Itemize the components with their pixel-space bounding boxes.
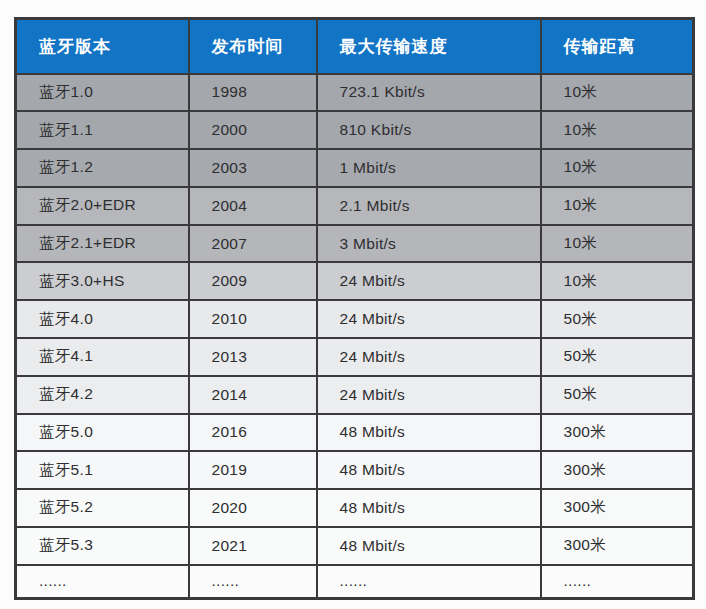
cell-version: 蓝牙4.1 [16, 338, 189, 376]
cell-distance: 50米 [541, 338, 694, 376]
table-row: 蓝牙4.0 2010 24 Mbit/s 50米 [16, 300, 694, 338]
cell-release-year: 2014 [189, 376, 317, 414]
cell-max-speed: 24 Mbit/s [317, 338, 541, 376]
cell-release-year: ...... [189, 565, 317, 599]
cell-release-year: 2013 [189, 338, 317, 376]
cell-max-speed: 48 Mbit/s [317, 489, 541, 527]
cell-version: 蓝牙5.3 [16, 527, 189, 565]
cell-release-year: 1998 [189, 74, 317, 112]
cell-distance: 300米 [541, 451, 694, 489]
table-row: 蓝牙2.0+EDR 2004 2.1 Mbit/s 10米 [16, 187, 694, 225]
cell-version: 蓝牙4.0 [16, 300, 189, 338]
cell-version: 蓝牙3.0+HS [16, 262, 189, 300]
cell-distance: 10米 [541, 111, 694, 149]
table-row: 蓝牙5.0 2016 48 Mbit/s 300米 [16, 414, 694, 452]
table-row: 蓝牙5.1 2019 48 Mbit/s 300米 [16, 451, 694, 489]
table-row: 蓝牙5.3 2021 48 Mbit/s 300米 [16, 527, 694, 565]
cell-distance: 50米 [541, 300, 694, 338]
table-row: 蓝牙1.0 1998 723.1 Kbit/s 10米 [16, 74, 694, 112]
cell-version: 蓝牙1.0 [16, 74, 189, 112]
table-body: 蓝牙1.0 1998 723.1 Kbit/s 10米 蓝牙1.1 2000 8… [16, 74, 694, 599]
cell-release-year: 2009 [189, 262, 317, 300]
table-row: 蓝牙4.2 2014 24 Mbit/s 50米 [16, 376, 694, 414]
page-background: 蓝牙版本 发布时间 最大传输速度 传输距离 蓝牙1.0 1998 723.1 K… [0, 0, 706, 609]
cell-distance: 50米 [541, 376, 694, 414]
cell-max-speed: 24 Mbit/s [317, 300, 541, 338]
cell-max-speed: 3 Mbit/s [317, 225, 541, 263]
cell-distance: 300米 [541, 414, 694, 452]
table-row: 蓝牙5.2 2020 48 Mbit/s 300米 [16, 489, 694, 527]
cell-max-speed: 810 Kbit/s [317, 111, 541, 149]
cell-max-speed: 48 Mbit/s [317, 414, 541, 452]
cell-distance: 10米 [541, 149, 694, 187]
cell-release-year: 2016 [189, 414, 317, 452]
cell-release-year: 2019 [189, 451, 317, 489]
column-header-version: 蓝牙版本 [16, 19, 189, 74]
table-row: 蓝牙3.0+HS 2009 24 Mbit/s 10米 [16, 262, 694, 300]
cell-release-year: 2020 [189, 489, 317, 527]
cell-max-speed: 48 Mbit/s [317, 451, 541, 489]
cell-distance: ...... [541, 565, 694, 599]
cell-max-speed: 2.1 Mbit/s [317, 187, 541, 225]
cell-version: 蓝牙5.2 [16, 489, 189, 527]
cell-version: 蓝牙2.0+EDR [16, 187, 189, 225]
column-header-max-speed: 最大传输速度 [317, 19, 541, 74]
table-row: ...... ...... ...... ...... [16, 565, 694, 599]
cell-max-speed: 24 Mbit/s [317, 376, 541, 414]
cell-distance: 10米 [541, 187, 694, 225]
column-header-release-date: 发布时间 [189, 19, 317, 74]
cell-max-speed: 1 Mbit/s [317, 149, 541, 187]
cell-release-year: 2010 [189, 300, 317, 338]
column-header-distance: 传输距离 [541, 19, 694, 74]
cell-distance: 10米 [541, 262, 694, 300]
table-row: 蓝牙1.1 2000 810 Kbit/s 10米 [16, 111, 694, 149]
cell-release-year: 2000 [189, 111, 317, 149]
cell-version: 蓝牙5.0 [16, 414, 189, 452]
cell-version: ...... [16, 565, 189, 599]
cell-distance: 300米 [541, 527, 694, 565]
cell-version: 蓝牙1.2 [16, 149, 189, 187]
cell-version: 蓝牙5.1 [16, 451, 189, 489]
cell-distance: 300米 [541, 489, 694, 527]
cell-max-speed: 24 Mbit/s [317, 262, 541, 300]
cell-release-year: 2004 [189, 187, 317, 225]
cell-max-speed: 48 Mbit/s [317, 527, 541, 565]
cell-max-speed: 723.1 Kbit/s [317, 74, 541, 112]
table-header-row: 蓝牙版本 发布时间 最大传输速度 传输距离 [16, 19, 694, 74]
cell-version: 蓝牙4.2 [16, 376, 189, 414]
table-row: 蓝牙1.2 2003 1 Mbit/s 10米 [16, 149, 694, 187]
cell-distance: 10米 [541, 74, 694, 112]
cell-version: 蓝牙2.1+EDR [16, 225, 189, 263]
bluetooth-version-table: 蓝牙版本 发布时间 最大传输速度 传输距离 蓝牙1.0 1998 723.1 K… [14, 17, 695, 600]
table-row: 蓝牙4.1 2013 24 Mbit/s 50米 [16, 338, 694, 376]
cell-max-speed: ...... [317, 565, 541, 599]
cell-release-year: 2003 [189, 149, 317, 187]
cell-distance: 10米 [541, 225, 694, 263]
cell-release-year: 2007 [189, 225, 317, 263]
cell-release-year: 2021 [189, 527, 317, 565]
cell-version: 蓝牙1.1 [16, 111, 189, 149]
table-row: 蓝牙2.1+EDR 2007 3 Mbit/s 10米 [16, 225, 694, 263]
